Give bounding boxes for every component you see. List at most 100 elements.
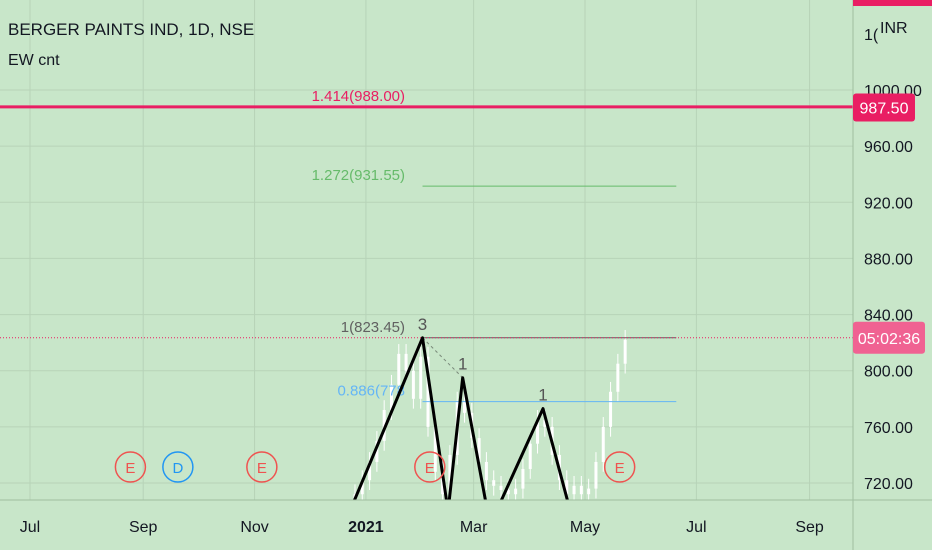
earnings-marker: E [603, 451, 636, 483]
candle [579, 475, 583, 500]
candle-body [506, 490, 510, 495]
candle-body [616, 363, 620, 392]
earnings-marker: E [114, 451, 147, 483]
event-letter: E [615, 460, 625, 477]
candle-body [433, 426, 437, 472]
countdown-badge: 05:02:36 [853, 321, 925, 354]
candle [521, 459, 525, 499]
last-price-badge: 987.50 [853, 93, 915, 122]
candle [609, 381, 613, 437]
last-price-badge-text: 987.50 [860, 101, 909, 118]
countdown-badge-bg [853, 321, 925, 354]
fib-level-label: 1.272(931.55) [312, 167, 405, 184]
candle-body [514, 488, 518, 495]
wave-label: 1 [538, 386, 547, 405]
time-tick-label: 2021 [348, 519, 384, 536]
event-circle [246, 451, 278, 483]
candle-body [484, 461, 488, 481]
candle-body [389, 384, 393, 411]
candle [616, 353, 620, 402]
dividend-marker: D [162, 451, 194, 483]
candle [528, 433, 532, 479]
candle [353, 484, 357, 500]
candle-body [565, 480, 569, 495]
candle-body [528, 443, 532, 469]
candle [426, 346, 430, 437]
price-tick-label: 880.00 [864, 251, 913, 268]
candle-body [448, 454, 452, 495]
fib-level-label: 1(823.45) [341, 319, 405, 336]
plot-area: 1.414(988.00) 1.272(931.55) 1(823.45) 0.886… [0, 0, 853, 500]
countdown-badge-text: 05:02:36 [858, 331, 920, 348]
event-letter: E [425, 460, 435, 477]
candle-body [492, 480, 496, 486]
price-tick-label: 920.00 [864, 195, 913, 212]
candle [601, 417, 605, 472]
candle [375, 431, 379, 472]
candle-body [601, 426, 605, 462]
price-axis-top-badge [853, 0, 932, 6]
price-tick-label: 760.00 [864, 420, 913, 437]
event-circle [114, 451, 147, 483]
event-letter: E [257, 460, 267, 477]
price-tick-label: 800.00 [864, 364, 913, 381]
earnings-marker: E [246, 451, 278, 483]
elliott-wave-path [352, 336, 569, 500]
candle-body [609, 391, 613, 427]
event-letter: E [125, 460, 135, 477]
earnings-marker: E [414, 451, 446, 483]
candle-body [419, 356, 423, 399]
candle-body [579, 485, 583, 495]
candle-body [594, 461, 598, 489]
candle [484, 452, 488, 491]
time-tick-label: Sep [795, 519, 824, 536]
candle-body [375, 440, 379, 462]
candle-body [587, 488, 591, 495]
time-tick-label: Mar [460, 519, 488, 536]
candle-body [543, 419, 547, 427]
candle-body [426, 356, 430, 427]
time-tick-label: May [570, 519, 600, 536]
candle-body [463, 401, 467, 413]
candle-body [623, 339, 627, 364]
fib-level-label: 0.886(778 [337, 383, 405, 400]
candle-body [404, 353, 408, 371]
candle [499, 475, 503, 500]
price-tick-label: 720.00 [864, 476, 913, 493]
candle-body [411, 370, 415, 399]
candle-body [368, 461, 372, 481]
time-tick-label: Jul [20, 519, 40, 536]
wave-label: 1 [458, 355, 467, 374]
time-tick-label: Sep [129, 519, 158, 536]
candle [492, 470, 496, 496]
candle [594, 452, 598, 499]
price-tick-label: 1( [864, 27, 879, 44]
event-circle [414, 451, 446, 483]
fib-level-label: 1.414(988.00) [312, 88, 405, 105]
candle-body [499, 485, 503, 491]
currency-label: INR [880, 20, 908, 37]
candle [360, 470, 364, 500]
price-tick-label: 960.00 [864, 139, 913, 156]
time-tick-label: Nov [240, 519, 268, 536]
candle [623, 330, 627, 374]
candle [368, 452, 372, 491]
price-tick-label: 840.00 [864, 308, 913, 325]
wave-label: 3 [418, 315, 427, 334]
candle [419, 346, 423, 409]
indicator-label[interactable]: EW cnt [8, 52, 60, 69]
candle [411, 360, 415, 409]
candle [572, 475, 576, 500]
symbol-title: BERGER PAINTS IND, 1D, NSE [8, 20, 255, 39]
last-price-badge-bg [853, 93, 915, 122]
candle-body [397, 353, 401, 385]
event-circle [603, 451, 636, 483]
candle-body [521, 468, 525, 489]
time-tick-label: Jul [686, 519, 706, 536]
candle [463, 391, 467, 423]
candle [397, 344, 401, 395]
event-letter: D [172, 460, 183, 477]
candle-body [536, 419, 540, 444]
